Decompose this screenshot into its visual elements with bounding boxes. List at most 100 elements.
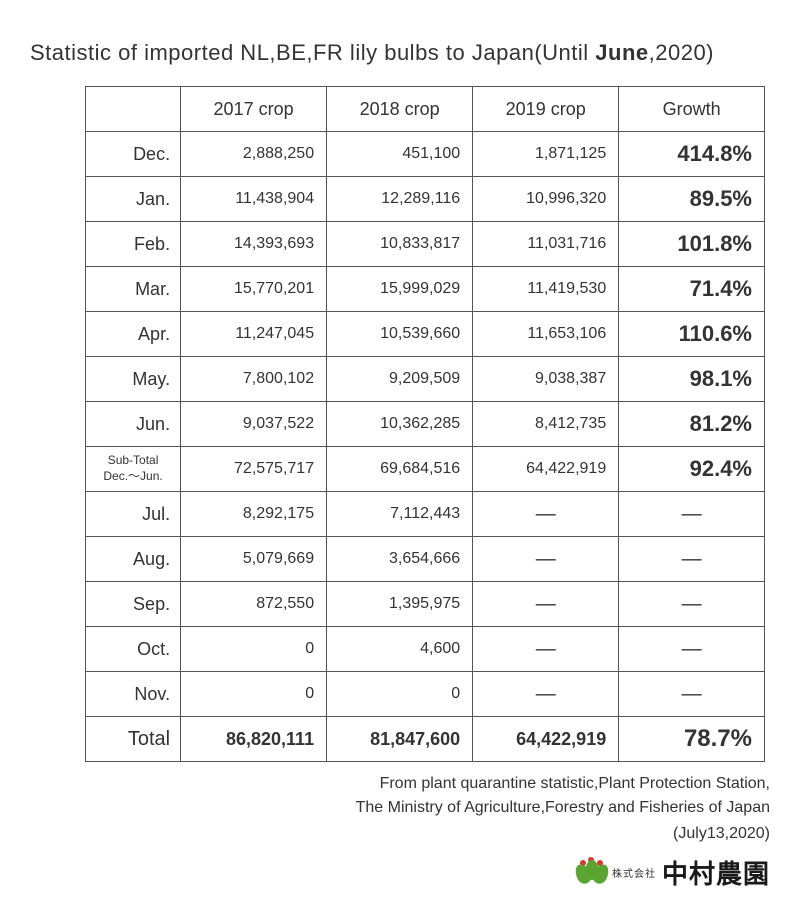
table-row: Jan.11,438,90412,289,11610,996,32089.5% bbox=[86, 177, 765, 222]
table-row: Mar.15,770,20115,999,02911,419,53071.4% bbox=[86, 267, 765, 312]
value-cell: 9,038,387 bbox=[473, 357, 619, 402]
total-row: Total86,820,11181,847,60064,422,91978.7% bbox=[86, 717, 765, 762]
value-cell: 11,438,904 bbox=[181, 177, 327, 222]
value-cell: 2,888,250 bbox=[181, 132, 327, 177]
growth-cell: — bbox=[619, 537, 765, 582]
title-prefix: Statistic of imported NL,BE,FR lily bulb… bbox=[30, 40, 595, 65]
growth-cell: 98.1% bbox=[619, 357, 765, 402]
statistics-table: 2017 crop 2018 crop 2019 crop Growth Dec… bbox=[85, 86, 765, 762]
month-cell: Mar. bbox=[86, 267, 181, 312]
value-cell: 64,422,919 bbox=[473, 447, 619, 492]
value-cell: 72,575,717 bbox=[181, 447, 327, 492]
title-bold: June bbox=[595, 40, 648, 65]
subtotal-row: Sub-TotalDec.～Jun.72,575,71769,684,51664… bbox=[86, 447, 765, 492]
value-cell: 872,550 bbox=[181, 582, 327, 627]
header-2017: 2017 crop bbox=[181, 87, 327, 132]
table-row: May.7,800,1029,209,5099,038,38798.1% bbox=[86, 357, 765, 402]
growth-cell: 92.4% bbox=[619, 447, 765, 492]
month-cell: Dec. bbox=[86, 132, 181, 177]
table-row: Aug.5,079,6693,654,666—— bbox=[86, 537, 765, 582]
value-cell: 81,847,600 bbox=[327, 717, 473, 762]
value-cell: 15,770,201 bbox=[181, 267, 327, 312]
logo-subtext: 株式会社 bbox=[612, 865, 656, 880]
month-cell: Feb. bbox=[86, 222, 181, 267]
value-cell: 7,800,102 bbox=[181, 357, 327, 402]
total-label: Total bbox=[86, 717, 181, 762]
growth-cell: — bbox=[619, 627, 765, 672]
value-cell: 0 bbox=[181, 672, 327, 717]
value-cell: 451,100 bbox=[327, 132, 473, 177]
value-cell: 12,289,116 bbox=[327, 177, 473, 222]
table-row: Apr.11,247,04510,539,66011,653,106110.6% bbox=[86, 312, 765, 357]
footer-date: (July13,2020) bbox=[30, 822, 770, 846]
value-cell: 10,539,660 bbox=[327, 312, 473, 357]
value-cell: 86,820,111 bbox=[181, 717, 327, 762]
footer: From plant quarantine statistic,Plant Pr… bbox=[30, 772, 770, 846]
growth-cell: 78.7% bbox=[619, 717, 765, 762]
growth-cell: — bbox=[619, 492, 765, 537]
value-cell: 10,362,285 bbox=[327, 402, 473, 447]
value-cell: 10,833,817 bbox=[327, 222, 473, 267]
table-row: Jun.9,037,52210,362,2858,412,73581.2% bbox=[86, 402, 765, 447]
table-header-row: 2017 crop 2018 crop 2019 crop Growth bbox=[86, 87, 765, 132]
value-cell: — bbox=[473, 537, 619, 582]
growth-cell: 89.5% bbox=[619, 177, 765, 222]
value-cell: 7,112,443 bbox=[327, 492, 473, 537]
month-cell: Aug. bbox=[86, 537, 181, 582]
value-cell: 1,395,975 bbox=[327, 582, 473, 627]
month-cell: May. bbox=[86, 357, 181, 402]
value-cell: 9,209,509 bbox=[327, 357, 473, 402]
value-cell: 11,031,716 bbox=[473, 222, 619, 267]
footer-line2: The Ministry of Agriculture,Forestry and… bbox=[30, 796, 770, 820]
table-row: Nov.00—— bbox=[86, 672, 765, 717]
value-cell: — bbox=[473, 672, 619, 717]
value-cell: 15,999,029 bbox=[327, 267, 473, 312]
table-row: Oct.04,600—— bbox=[86, 627, 765, 672]
value-cell: 14,393,693 bbox=[181, 222, 327, 267]
value-cell: 5,079,669 bbox=[181, 537, 327, 582]
value-cell: 11,419,530 bbox=[473, 267, 619, 312]
value-cell: 3,654,666 bbox=[327, 537, 473, 582]
table-row: Dec.2,888,250451,1001,871,125414.8% bbox=[86, 132, 765, 177]
value-cell: 8,412,735 bbox=[473, 402, 619, 447]
header-2018: 2018 crop bbox=[327, 87, 473, 132]
growth-cell: 81.2% bbox=[619, 402, 765, 447]
title-suffix: ,2020) bbox=[649, 40, 714, 65]
value-cell: — bbox=[473, 582, 619, 627]
footer-line1: From plant quarantine statistic,Plant Pr… bbox=[30, 772, 770, 796]
value-cell: 11,247,045 bbox=[181, 312, 327, 357]
header-blank bbox=[86, 87, 181, 132]
value-cell: 10,996,320 bbox=[473, 177, 619, 222]
table-row: Jul.8,292,1757,112,443—— bbox=[86, 492, 765, 537]
growth-cell: 101.8% bbox=[619, 222, 765, 267]
growth-cell: — bbox=[619, 582, 765, 627]
growth-cell: 110.6% bbox=[619, 312, 765, 357]
month-cell: Jul. bbox=[86, 492, 181, 537]
month-cell: Oct. bbox=[86, 627, 181, 672]
header-2019: 2019 crop bbox=[473, 87, 619, 132]
growth-cell: — bbox=[619, 672, 765, 717]
month-cell: Jun. bbox=[86, 402, 181, 447]
header-growth: Growth bbox=[619, 87, 765, 132]
logo-leaf-icon bbox=[576, 860, 606, 886]
month-cell: Sep. bbox=[86, 582, 181, 627]
growth-cell: 71.4% bbox=[619, 267, 765, 312]
value-cell: — bbox=[473, 492, 619, 537]
subtotal-label: Sub-TotalDec.～Jun. bbox=[86, 447, 181, 492]
month-cell: Nov. bbox=[86, 672, 181, 717]
value-cell: 4,600 bbox=[327, 627, 473, 672]
value-cell: 0 bbox=[181, 627, 327, 672]
page-title: Statistic of imported NL,BE,FR lily bulb… bbox=[30, 40, 780, 66]
company-logo: 株式会社 中村農園 bbox=[30, 854, 770, 891]
value-cell: 1,871,125 bbox=[473, 132, 619, 177]
logo-maintext: 中村農園 bbox=[662, 854, 770, 891]
month-cell: Jan. bbox=[86, 177, 181, 222]
value-cell: 64,422,919 bbox=[473, 717, 619, 762]
value-cell: 11,653,106 bbox=[473, 312, 619, 357]
value-cell: — bbox=[473, 627, 619, 672]
month-cell: Apr. bbox=[86, 312, 181, 357]
value-cell: 69,684,516 bbox=[327, 447, 473, 492]
value-cell: 0 bbox=[327, 672, 473, 717]
table-row: Feb.14,393,69310,833,81711,031,716101.8% bbox=[86, 222, 765, 267]
value-cell: 9,037,522 bbox=[181, 402, 327, 447]
